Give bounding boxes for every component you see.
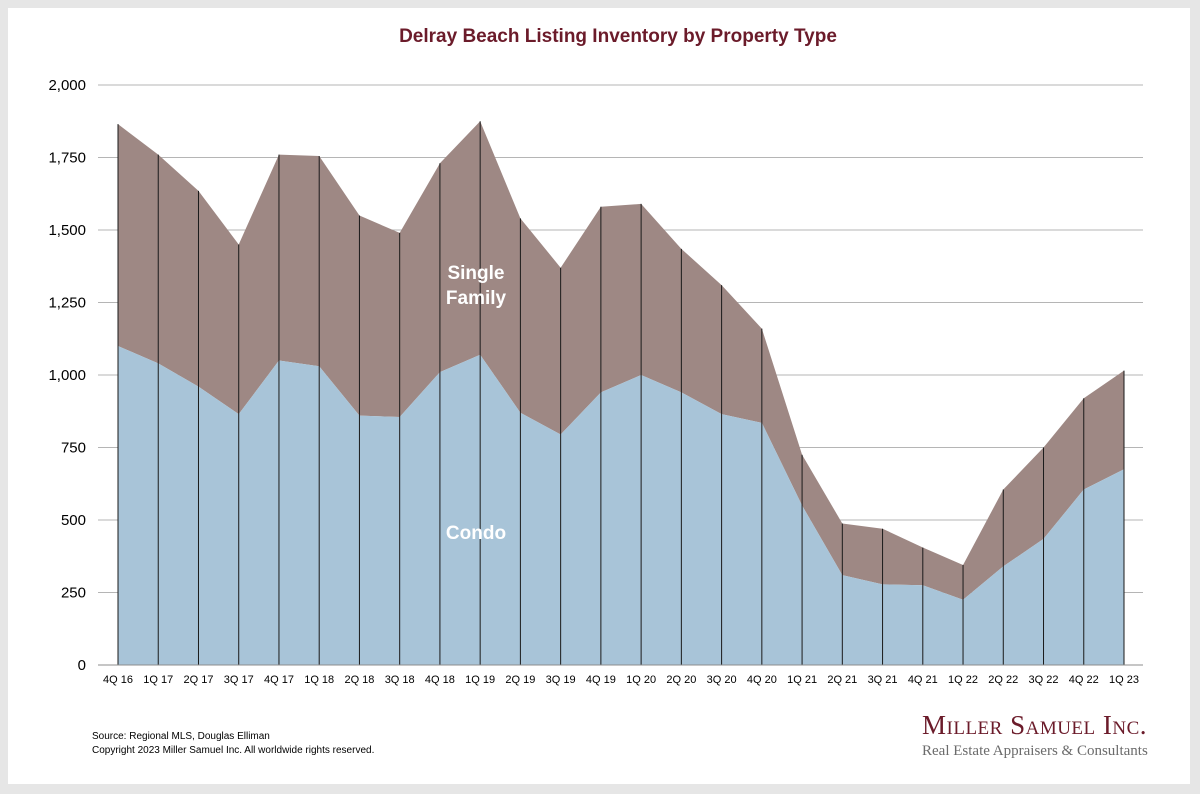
x-tick-label: 2Q 18 [344,674,374,686]
source-note: Source: Regional MLS, Douglas Elliman Co… [92,730,374,758]
x-tick-label: 4Q 17 [264,674,294,686]
x-tick-label: 1Q 19 [465,674,495,686]
source-line: Source: Regional MLS, Douglas Elliman [92,731,270,742]
series-label-single-family: Single Family [446,263,507,309]
x-tick-label: 1Q 23 [1109,674,1139,686]
y-tick-label: 1,500 [48,222,86,239]
logo-name: Miller Samuel Inc. [922,710,1148,740]
x-tick-label: 3Q 21 [868,674,898,686]
x-tick-label: 4Q 19 [586,674,616,686]
chart-title: Delray Beach Listing Inventory by Proper… [399,26,837,47]
y-tick-label: 1,000 [48,367,86,384]
y-tick-label: 250 [61,585,86,602]
x-tick-label: 4Q 16 [103,674,133,686]
x-tick-label: 4Q 20 [747,674,777,686]
series-label-condo: Condo [446,523,506,544]
logo-tagline: Real Estate Appraisers & Consultants [922,743,1148,759]
x-tick-label: 1Q 17 [143,674,173,686]
x-tick-label: 1Q 22 [948,674,978,686]
x-tick-label: 4Q 18 [425,674,455,686]
series-area-single-family [118,121,1124,600]
y-tick-label: 2,000 [48,77,86,94]
x-tick-label: 4Q 21 [908,674,938,686]
y-tick-label: 500 [61,512,86,529]
x-tick-label: 3Q 18 [385,674,415,686]
x-tick-label: 1Q 20 [626,674,656,686]
x-tick-label: 3Q 17 [224,674,254,686]
company-logo: Miller Samuel Inc. Real Estate Appraiser… [922,710,1162,760]
copyright-line: Copyright 2023 Miller Samuel Inc. All wo… [92,745,375,756]
y-tick-label: 0 [78,657,86,674]
series-area-condo [118,346,1124,665]
x-tick-label: 3Q 19 [546,674,576,686]
x-tick-label: 3Q 22 [1029,674,1059,686]
y-tick-label: 1,250 [48,295,86,312]
x-tick-label: 2Q 19 [505,674,535,686]
y-tick-label: 750 [61,440,86,457]
y-tick-label: 1,750 [48,150,86,167]
x-tick-label: 3Q 20 [707,674,737,686]
x-tick-label: 2Q 17 [183,674,213,686]
x-tick-label: 2Q 22 [988,674,1018,686]
x-tick-label: 2Q 21 [827,674,857,686]
x-tick-label: 1Q 18 [304,674,334,686]
x-tick-label: 4Q 22 [1069,674,1099,686]
x-tick-label: 2Q 20 [666,674,696,686]
x-tick-label: 1Q 21 [787,674,817,686]
